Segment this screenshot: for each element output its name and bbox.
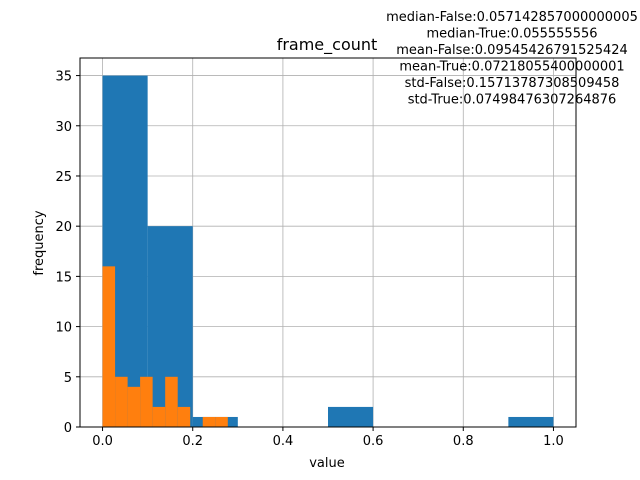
plot-frame: [79, 57, 577, 428]
bars: [102, 75, 554, 428]
y-tick-label: 20: [55, 220, 72, 235]
y-tick-label: 35: [55, 70, 72, 85]
y-tick-label: 5: [64, 371, 72, 386]
axes: [79, 57, 577, 428]
y-tick-label: 0: [64, 421, 72, 436]
stat-annotation: median-False:0.057142857000000005: [386, 10, 638, 25]
chart-title: frame_count: [277, 35, 378, 55]
x-tick-label: 0.4: [273, 434, 294, 449]
stat-annotation: mean-True:0.07218055400000001: [399, 60, 624, 75]
x-tick-label: 1.0: [543, 434, 564, 449]
histogram-bar: [102, 266, 116, 427]
x-tick-label: 0.0: [92, 434, 113, 449]
histogram-bar: [165, 376, 178, 427]
stat-annotation: median-True:0.055555556: [426, 27, 597, 42]
histogram-bar: [140, 376, 153, 427]
y-axis-label: frequency: [32, 210, 47, 276]
y-tick-label: 30: [55, 120, 72, 135]
y-tick-label: 15: [55, 270, 72, 285]
x-tick-label: 0.6: [363, 434, 384, 449]
ticks: 0.0 0.2 0.4 0.6 0.8 1.0 0 5 10 15 20 25 30 35: [55, 70, 563, 449]
histogram-bar: [328, 406, 374, 427]
x-tick-label: 0.2: [182, 434, 203, 449]
stat-annotation: std-True:0.07498476307264876: [408, 93, 617, 108]
histogram-bar: [508, 416, 554, 427]
stat-annotation: mean-False:0.09545426791525424: [396, 43, 628, 58]
histogram-bar: [115, 376, 128, 427]
histogram-bar: [215, 416, 228, 427]
x-axis-label: value: [309, 456, 345, 471]
histogram-bar: [152, 406, 166, 427]
x-tick-label: 0.8: [453, 434, 474, 449]
histogram-bar: [127, 386, 141, 427]
histogram-bar: [202, 416, 216, 427]
stat-annotation: std-False:0.15713787308509458: [405, 76, 620, 91]
histogram-bar: [177, 406, 191, 427]
stats-annotations: median-False:0.057142857000000005 median-…: [386, 10, 638, 108]
y-tick-label: 10: [55, 321, 72, 336]
y-tick-label: 25: [55, 170, 72, 185]
